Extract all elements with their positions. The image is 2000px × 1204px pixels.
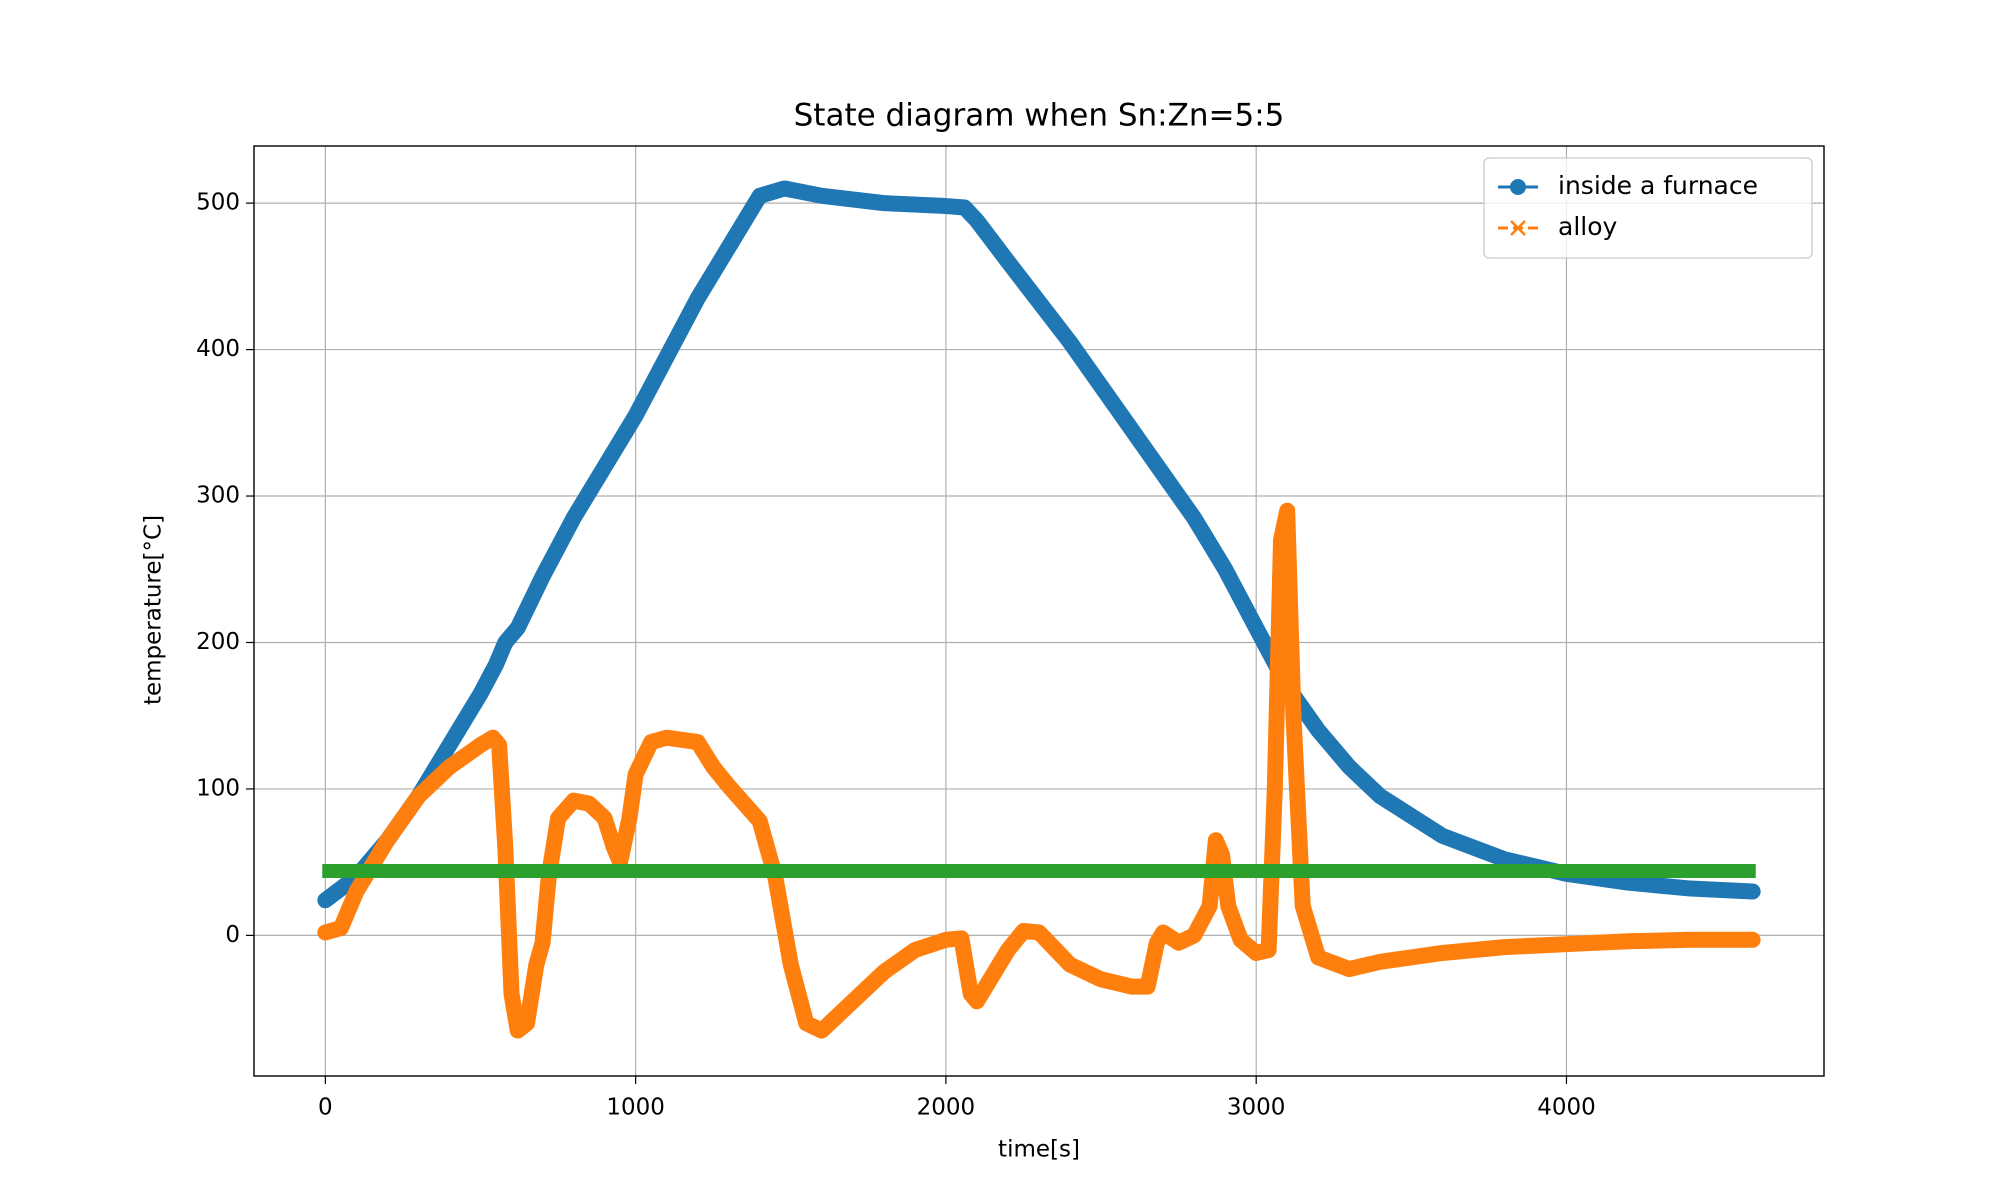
x-tick-label: 3000 — [1227, 1095, 1286, 1121]
plot-frame — [253, 145, 1825, 1077]
y-tick-label: 300 — [196, 483, 240, 509]
x-tick-label: 1000 — [606, 1095, 665, 1121]
data-line — [317, 502, 1761, 1039]
legend-label: inside a furnace — [1558, 171, 1758, 200]
y-tick-label: 100 — [196, 775, 240, 801]
legend-marker — [1510, 179, 1526, 195]
legend: inside a furnace alloy — [1483, 157, 1813, 259]
y-axis-label: temperature[°C] — [141, 515, 167, 705]
y-tick-label: 0 — [225, 922, 240, 948]
y-tick-label: 200 — [196, 629, 240, 655]
y-tick-label: 400 — [196, 336, 240, 362]
x-tick-label: 0 — [318, 1095, 333, 1121]
x-tick-label: 4000 — [1537, 1095, 1596, 1121]
chart-title: State diagram when Sn:Zn=5:5 — [794, 98, 1285, 134]
legend-label: alloy — [1558, 212, 1618, 241]
legend-marker — [1510, 220, 1526, 236]
legend-box — [1483, 157, 1813, 259]
y-tick-label: 500 — [196, 190, 240, 216]
x-tick-label: 2000 — [917, 1095, 976, 1121]
data-line — [317, 180, 1761, 909]
x-axis-label: time[s] — [998, 1137, 1080, 1163]
